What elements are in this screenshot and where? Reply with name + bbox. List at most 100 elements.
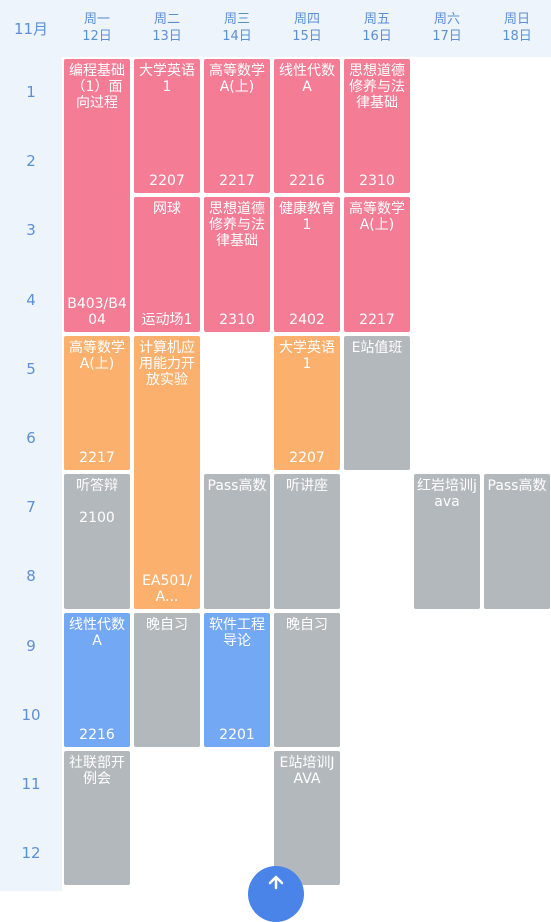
period-number: 2 [26, 152, 36, 171]
course-title: Pass高数 [487, 478, 547, 495]
course-room: 2207 [289, 450, 325, 467]
day-header-3: 周三 14日 [202, 0, 272, 57]
course-title: 晚自习 [286, 616, 328, 633]
period-number: 11 [21, 775, 41, 793]
course-title: 听答辩 [76, 478, 118, 495]
course-room: 2217 [219, 173, 255, 190]
course-card[interactable]: 大学英语1 2207 [274, 335, 340, 471]
week-header: 11月 周一 12日 周二 13日 周三 14日 周四 15日 周五 16日 周六 17日 周日 18日 [0, 0, 551, 57]
period-number: 6 [26, 429, 36, 447]
date-label: 14日 [222, 29, 252, 44]
course-title: E站值班 [351, 339, 403, 356]
course-title: 高等数学A(上) [69, 339, 125, 372]
course-title: 编程基础（1）面向过程 [69, 63, 125, 111]
course-title: E站培训JAVA [279, 755, 335, 787]
day-header-2: 周二 13日 [132, 0, 202, 57]
date-label: 15日 [292, 29, 322, 44]
period-number: 7 [26, 498, 36, 517]
period-number: 9 [26, 636, 36, 655]
course-room: 2217 [359, 311, 395, 328]
period-number: 4 [26, 290, 36, 309]
course-card[interactable]: 红岩培训java [414, 474, 480, 609]
weekday-label: 周五 [363, 12, 390, 27]
course-title: 线性代数A [69, 616, 125, 649]
day-header-1: 周一 12日 [62, 0, 132, 57]
period-number: 8 [26, 567, 36, 586]
month-label[interactable]: 11月 [13, 20, 49, 38]
course-card[interactable]: 计算机应用能力开放实验 EA501/A... [134, 335, 200, 609]
course-room: B403/B404 [67, 295, 127, 328]
period-number: 3 [26, 221, 36, 240]
course-title: 软件工程导论 [209, 616, 265, 649]
weekday-label: 周三 [223, 12, 250, 27]
course-room: 2201 [219, 726, 255, 743]
day-header-5: 周五 16日 [342, 0, 412, 57]
course-title: 大学英语1 [139, 63, 195, 95]
course-room: 2100 [79, 510, 115, 527]
course-room: 2207 [149, 173, 185, 190]
weekday-label: 周二 [153, 12, 180, 27]
period-number: 5 [26, 359, 36, 378]
course-card[interactable]: 思想道德修养与法律基础 2310 [344, 59, 410, 194]
course-card[interactable]: 听讲座 [274, 474, 340, 609]
date-label: 13日 [152, 29, 182, 44]
course-title: 听讲座 [286, 478, 328, 495]
course-title: 计算机应用能力开放实验 [139, 339, 195, 388]
weekday-label: 周四 [293, 12, 320, 27]
course-room: 2216 [79, 726, 115, 743]
course-title: 红岩培训java [417, 478, 477, 511]
course-room: 2402 [289, 311, 325, 328]
day-header-4: 周四 15日 [272, 0, 342, 57]
date-label: 18日 [502, 29, 532, 44]
course-title: 高等数学A(上) [349, 201, 405, 234]
add-course-button[interactable] [248, 866, 304, 922]
course-title: 大学英语1 [279, 339, 335, 372]
date-label: 12日 [82, 29, 112, 44]
course-card[interactable]: 大学英语1 2207 [134, 59, 200, 194]
course-title: 晚自习 [146, 616, 188, 633]
course-card[interactable]: 晚自习 [134, 612, 200, 747]
course-card[interactable]: 思想道德修养与法律基础 2310 [204, 197, 270, 332]
course-card[interactable]: 编程基础（1）面向过程 B403/B404 [64, 59, 130, 332]
course-card[interactable]: 线性代数A 2216 [274, 59, 340, 194]
course-room: 2216 [289, 173, 325, 190]
course-card[interactable]: 高等数学A(上) 2217 [344, 197, 410, 332]
weekday-label: 周一 [83, 12, 110, 27]
day-header-7: 周日 18日 [482, 0, 551, 57]
course-card[interactable]: 健康教育1 2402 [274, 197, 340, 332]
course-title: Pass高数 [207, 478, 267, 495]
course-title: 健康教育1 [279, 201, 335, 234]
course-room: 2310 [359, 173, 395, 190]
course-room: 运动场1 [141, 311, 193, 328]
add-icon [268, 875, 284, 890]
course-card[interactable]: 高等数学A(上) 2217 [204, 59, 270, 194]
course-card[interactable]: E站培训JAVA [274, 751, 340, 886]
course-card[interactable]: 网球运动场1 [134, 197, 200, 332]
period-column: 1 2 3 4 5 6 7 8 9 10 11 12 [0, 57, 62, 891]
course-card[interactable]: 社联部开例会 [64, 751, 130, 886]
course-card[interactable]: 晚自习 [274, 612, 340, 747]
day-header-6: 周六 17日 [412, 0, 482, 57]
date-label: 16日 [362, 29, 392, 44]
course-title: 思想道德修养与法律基础 [209, 201, 265, 250]
course-card[interactable]: E站值班 [344, 335, 410, 471]
course-room: 2310 [219, 311, 255, 328]
course-title: 线性代数A [279, 63, 335, 95]
weekday-label: 周六 [433, 12, 460, 27]
period-number: 12 [21, 844, 41, 863]
course-card[interactable]: 高等数学A(上) 2217 [64, 335, 130, 471]
course-card[interactable]: 听答辩 2100 [64, 474, 130, 609]
course-title: 高等数学A(上) [209, 63, 265, 95]
course-card[interactable]: 线性代数A 2216 [64, 612, 130, 747]
period-number: 1 [26, 83, 36, 101]
course-room: EA501/A... [142, 572, 192, 605]
period-number: 10 [21, 705, 41, 724]
course-title: 思想道德修养与法律基础 [349, 63, 405, 111]
course-room: 2217 [79, 450, 115, 467]
course-title: 网球 [153, 201, 181, 218]
course-card[interactable]: 软件工程导论 2201 [204, 612, 270, 747]
course-title: 社联部开例会 [69, 755, 125, 787]
course-card[interactable]: Pass高数 [484, 474, 550, 609]
course-card[interactable]: Pass高数 [204, 474, 270, 609]
